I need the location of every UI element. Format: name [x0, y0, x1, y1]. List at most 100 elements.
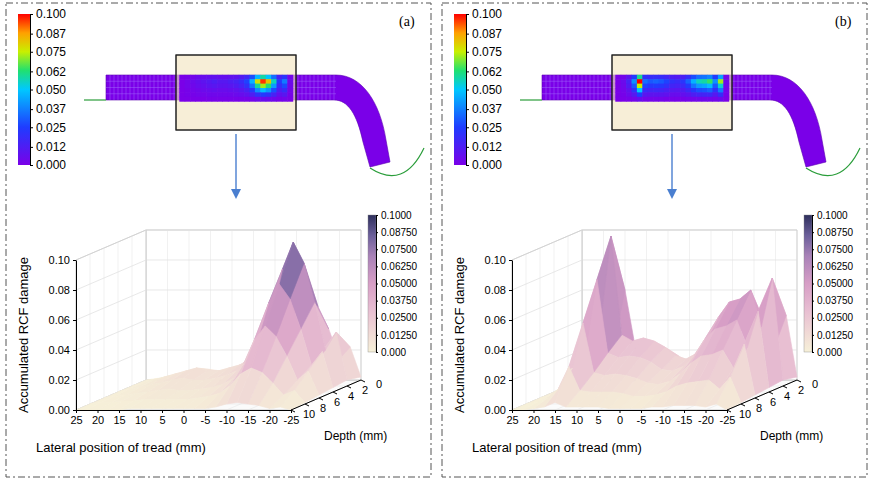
- x-tick: -25: [720, 410, 736, 426]
- contour-cell: [255, 88, 261, 93]
- contour-cell: [615, 75, 621, 80]
- contour-cell: [696, 84, 702, 89]
- contour-cell: [621, 84, 627, 89]
- contour-cell: [239, 92, 245, 97]
- contour-colorbar-tick-mark: [30, 127, 33, 128]
- left-wall: [76, 230, 146, 410]
- z-axis-title: Accumulated RCF damage: [452, 257, 467, 413]
- contour-cell: [675, 92, 681, 97]
- colorbar-tick: 0.02500: [812, 312, 854, 323]
- contour-cell: [664, 88, 670, 93]
- contour-cell: [228, 97, 234, 102]
- x-tick-mark: [555, 410, 556, 413]
- z-tick: 0.02: [49, 374, 76, 386]
- z-tick-mark: [73, 320, 76, 321]
- contour-cell: [239, 84, 245, 89]
- z-tick: 0.00: [49, 404, 76, 416]
- contour-colorbar-tick-mark: [30, 14, 33, 15]
- contour-cell: [201, 92, 207, 97]
- x-tick-mark: [248, 410, 249, 413]
- x-tick-mark: [620, 410, 621, 413]
- contour-cell: [713, 88, 719, 93]
- x-tick: -10: [219, 410, 235, 426]
- contour-cell: [260, 97, 266, 102]
- x-tick-label: 15: [113, 414, 125, 426]
- contour-cell: [696, 79, 702, 84]
- contour-cell: [664, 79, 670, 84]
- contour-cell: [632, 97, 638, 102]
- contour-cell: [233, 92, 239, 97]
- contour-cell: [675, 75, 681, 80]
- contour-cell: [675, 84, 681, 89]
- z-tick-mark: [509, 320, 512, 321]
- contour-cell: [615, 84, 621, 89]
- x-tick-label: -10: [655, 414, 671, 426]
- contour-colorbar-tick-label: 0.012: [36, 140, 66, 154]
- contour-cell: [615, 92, 621, 97]
- contour-cell: [266, 84, 272, 89]
- x-grid-line: [555, 230, 625, 410]
- x-tick-label: -5: [637, 414, 647, 426]
- wheel-mesh: [106, 75, 336, 100]
- colorbar-tick-label: 0.08750: [381, 227, 418, 238]
- contour-cell: [686, 84, 692, 89]
- contour-cell: [653, 88, 659, 93]
- contour-colorbar-tick-mark: [466, 109, 469, 110]
- contour-cell: [271, 79, 277, 84]
- contour-cell: [648, 75, 654, 80]
- z-tick: 0.08: [49, 284, 76, 296]
- x-tick-mark: [184, 410, 185, 413]
- contour-cell: [277, 92, 283, 97]
- x-tick-label: 15: [549, 414, 561, 426]
- contour-cell: [190, 84, 196, 89]
- x-tick: 15: [113, 410, 125, 426]
- x-tick-label: -20: [262, 414, 278, 426]
- contour-cell: [648, 79, 654, 84]
- contour-colorbar-tick-mark: [466, 34, 469, 35]
- contour-cell: [653, 79, 659, 84]
- contour-cell: [723, 97, 729, 102]
- contour-cell: [250, 97, 256, 102]
- contour-cell: [696, 92, 702, 97]
- x-tick-mark: [270, 410, 271, 413]
- colorbar-tick-label: 0.02500: [381, 312, 418, 323]
- contour-cell: [271, 75, 277, 80]
- contour-cell: [621, 92, 627, 97]
- colorbar-tick-mark: [812, 266, 814, 267]
- contour-cell: [185, 97, 191, 102]
- contour-colorbar-tick-mark: [30, 71, 33, 72]
- colorbar-tick: 0.07500: [376, 244, 418, 255]
- colorbar-tick: 0.03750: [812, 295, 854, 306]
- panel: (a)0.1000.0870.0750.0620.0500.0370.0250.…: [6, 3, 431, 477]
- contour-cell: [223, 79, 229, 84]
- contour-colorbar-tick: 0.075: [30, 45, 66, 59]
- left-wall: [512, 230, 582, 410]
- contour-cell: [239, 97, 245, 102]
- y-tick-mark: [755, 398, 759, 400]
- x-tick: 15: [549, 410, 561, 426]
- contour-cell: [615, 97, 621, 102]
- y-tick-mark: [783, 386, 787, 388]
- contour-colorbar-tick-label: 0.075: [36, 45, 66, 59]
- colorbar-tick: 0.08750: [812, 227, 854, 238]
- contour-cell: [206, 97, 212, 102]
- contour-cell: [718, 75, 724, 80]
- contour-cell: [718, 84, 724, 89]
- contour-cell: [621, 79, 627, 84]
- x-tick-mark: [141, 410, 142, 413]
- x-grid-line: [76, 230, 146, 410]
- z-tick-label: 0.04: [49, 344, 70, 356]
- contour-colorbar-tick: 0.000: [466, 158, 502, 172]
- contour-cell: [185, 84, 191, 89]
- z-tick: 0.06: [49, 314, 76, 326]
- contour-cell: [707, 88, 713, 93]
- contour-colorbar-tick-mark: [30, 90, 33, 91]
- y-tick-label: 10: [739, 408, 751, 420]
- contour-cell: [669, 84, 675, 89]
- colorbar-tick: 0.01250: [812, 330, 854, 341]
- contour-cell: [239, 75, 245, 80]
- contour-cell: [179, 75, 185, 80]
- contour-cell: [669, 88, 675, 93]
- z-tick: 0.00: [485, 404, 512, 416]
- contour-cell: [642, 79, 648, 84]
